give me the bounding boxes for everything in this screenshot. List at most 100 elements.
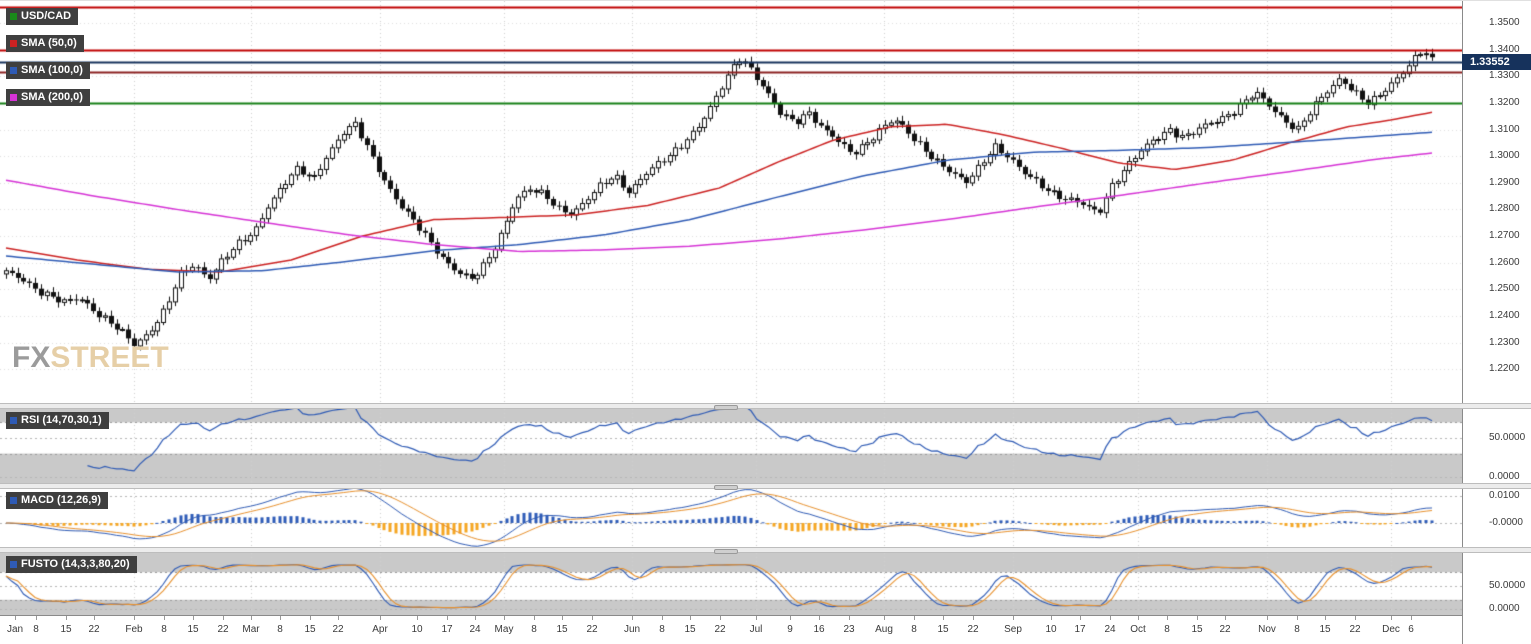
time-tick-mark bbox=[1325, 616, 1326, 620]
time-axis-label: 10 bbox=[1045, 624, 1057, 635]
time-axis-label: Mar bbox=[242, 624, 260, 635]
stochastic-canvas[interactable] bbox=[0, 553, 1462, 615]
price-tick-label: 1.2700 bbox=[1489, 230, 1520, 242]
panel-resize-handle[interactable] bbox=[714, 485, 738, 490]
stochastic-legend-chip[interactable]: FUSTO (14,3,3,80,20) bbox=[6, 556, 137, 573]
time-axis-label: Jan bbox=[6, 624, 24, 635]
price-tick-label: -0.0000 bbox=[1489, 517, 1523, 528]
time-axis-label: 8 bbox=[161, 624, 167, 635]
time-axis-label: 9 bbox=[787, 624, 793, 635]
time-tick-mark bbox=[1167, 616, 1168, 620]
macd-canvas[interactable] bbox=[0, 489, 1462, 547]
time-axis-label: 15 bbox=[937, 624, 949, 635]
macd-legend-chip[interactable]: MACD (12,26,9) bbox=[6, 492, 109, 509]
time-axis[interactable]: Jan 8 15 22 Feb 8 15 22 Mar 8 15 22 Apr 10 17 24 May 8 15 2… bbox=[0, 615, 1462, 644]
time-axis-label: 23 bbox=[843, 624, 855, 635]
time-axis-label: 22 bbox=[967, 624, 979, 635]
time-axis-label: Aug bbox=[875, 624, 893, 635]
sma50-label: SMA (50,0) bbox=[21, 37, 77, 49]
time-tick-mark bbox=[66, 616, 67, 620]
time-tick-mark bbox=[504, 616, 505, 620]
time-axis-label: 8 bbox=[33, 624, 39, 635]
time-tick-mark bbox=[94, 616, 95, 620]
time-tick-mark bbox=[338, 616, 339, 620]
time-axis-label: 22 bbox=[586, 624, 598, 635]
time-tick-mark bbox=[1355, 616, 1356, 620]
time-axis-label: 8 bbox=[1294, 624, 1300, 635]
watermark-street-text: STREET bbox=[50, 341, 169, 374]
time-tick-mark bbox=[790, 616, 791, 620]
time-axis-label: May bbox=[494, 624, 514, 635]
time-tick-mark bbox=[756, 616, 757, 620]
time-tick-mark bbox=[223, 616, 224, 620]
time-tick-mark bbox=[632, 616, 633, 620]
panel-resize-handle[interactable] bbox=[714, 405, 738, 410]
time-tick-mark bbox=[380, 616, 381, 620]
time-tick-mark bbox=[1138, 616, 1139, 620]
time-tick-mark bbox=[15, 616, 16, 620]
time-tick-mark bbox=[884, 616, 885, 620]
time-axis-label: Apr bbox=[372, 624, 388, 635]
time-axis-label: 8 bbox=[659, 624, 665, 635]
symbol-legend-chip[interactable]: USD/CAD bbox=[6, 8, 79, 25]
time-tick-mark bbox=[973, 616, 974, 620]
time-tick-mark bbox=[1411, 616, 1412, 620]
price-tick-label: 1.3100 bbox=[1489, 123, 1520, 135]
sma100-label: SMA (100,0) bbox=[21, 64, 83, 76]
rsi-canvas[interactable] bbox=[0, 409, 1462, 483]
time-axis-label: 17 bbox=[1074, 624, 1086, 635]
time-axis-label: Dec bbox=[1382, 624, 1400, 635]
time-axis-label: 15 bbox=[684, 624, 696, 635]
price-tick-label: 50.0000 bbox=[1489, 580, 1526, 591]
price-tick-label: 1.2300 bbox=[1489, 336, 1520, 348]
time-tick-mark bbox=[720, 616, 721, 620]
time-axis-label: 22 bbox=[714, 624, 726, 635]
price-tick-label: 1.2800 bbox=[1489, 203, 1520, 215]
time-axis-label: 8 bbox=[531, 624, 537, 635]
time-axis-label: 24 bbox=[469, 624, 481, 635]
time-tick-mark bbox=[1391, 616, 1392, 620]
time-tick-mark bbox=[819, 616, 820, 620]
price-tick-label: 1.2200 bbox=[1489, 363, 1520, 375]
time-axis-label: 15 bbox=[60, 624, 72, 635]
price-tick-label: 0.0000 bbox=[1489, 603, 1520, 614]
time-axis-label: 15 bbox=[1319, 624, 1331, 635]
price-tick-label: 1.3400 bbox=[1489, 43, 1520, 55]
time-axis-label: 8 bbox=[1164, 624, 1170, 635]
sma100-legend-chip[interactable]: SMA (100,0) bbox=[6, 62, 90, 79]
time-axis-label: 22 bbox=[1219, 624, 1231, 635]
time-tick-mark bbox=[1110, 616, 1111, 620]
time-tick-mark bbox=[310, 616, 311, 620]
time-tick-mark bbox=[475, 616, 476, 620]
time-tick-mark bbox=[1267, 616, 1268, 620]
rsi-legend-chip[interactable]: RSI (14,70,30,1) bbox=[6, 412, 109, 429]
sma50-legend-chip[interactable]: SMA (50,0) bbox=[6, 35, 84, 52]
price-tick-label: 0.0000 bbox=[1489, 471, 1520, 482]
sma200-marker-icon bbox=[10, 94, 17, 101]
time-axis-label: 15 bbox=[304, 624, 316, 635]
sma100-marker-icon bbox=[10, 67, 17, 74]
time-axis-label: 22 bbox=[1349, 624, 1361, 635]
price-tick-label: 1.2600 bbox=[1489, 256, 1520, 268]
price-tick-label: 1.3000 bbox=[1489, 150, 1520, 162]
panel-resize-handle[interactable] bbox=[714, 549, 738, 554]
time-tick-mark bbox=[592, 616, 593, 620]
time-axis-label: 15 bbox=[1191, 624, 1203, 635]
time-tick-mark bbox=[36, 616, 37, 620]
time-tick-mark bbox=[1013, 616, 1014, 620]
sma200-legend-chip[interactable]: SMA (200,0) bbox=[6, 89, 90, 106]
price-tick-label: 50.0000 bbox=[1489, 432, 1526, 443]
price-chart-canvas[interactable] bbox=[0, 1, 1462, 403]
symbol-marker-icon bbox=[10, 13, 17, 20]
price-axis[interactable]: 1.3500 1.3400 1.3300 1.3200 1.3100 1.3000 1.29… bbox=[1462, 1, 1531, 644]
panel-separator bbox=[0, 403, 1531, 410]
time-tick-mark bbox=[943, 616, 944, 620]
time-tick-mark bbox=[1297, 616, 1298, 620]
last-price-badge: 1.33552 bbox=[1462, 54, 1531, 70]
time-tick-mark bbox=[1051, 616, 1052, 620]
price-tick-label: 0.0100 bbox=[1489, 490, 1520, 501]
time-axis-label: Nov bbox=[1258, 624, 1276, 635]
time-axis-label: 15 bbox=[556, 624, 568, 635]
price-tick-label: 1.2400 bbox=[1489, 309, 1520, 321]
time-axis-label: 10 bbox=[411, 624, 423, 635]
